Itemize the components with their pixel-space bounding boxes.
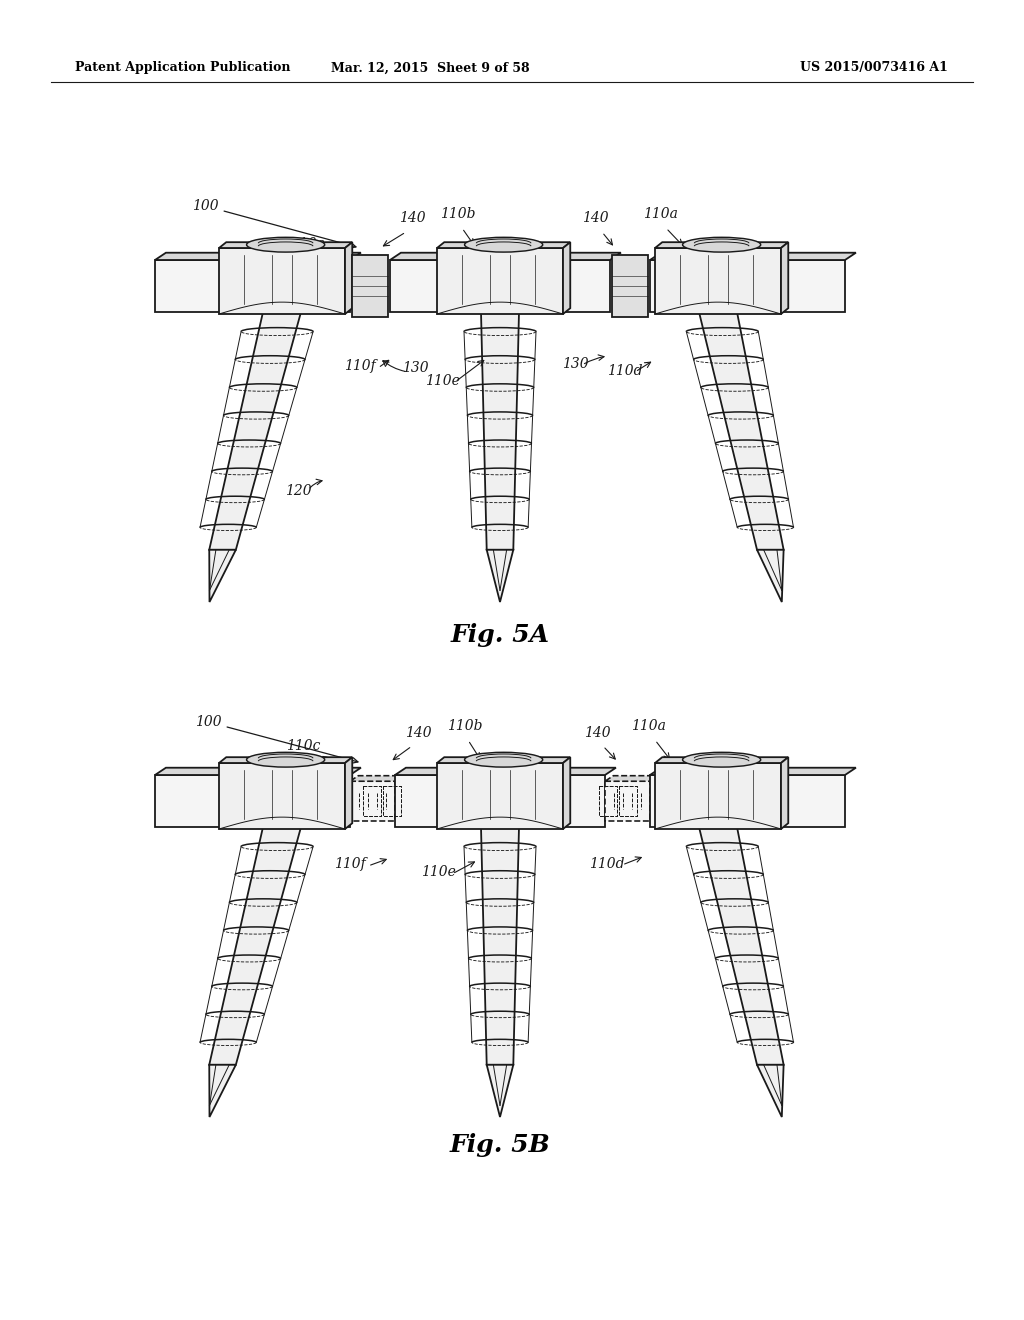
Polygon shape xyxy=(699,828,783,1065)
Polygon shape xyxy=(395,775,605,828)
Ellipse shape xyxy=(683,238,761,252)
Polygon shape xyxy=(345,758,352,829)
Polygon shape xyxy=(219,242,352,248)
Polygon shape xyxy=(345,242,352,314)
Text: 100: 100 xyxy=(193,199,356,248)
Polygon shape xyxy=(219,763,345,829)
Polygon shape xyxy=(219,758,352,763)
Polygon shape xyxy=(209,550,236,602)
Text: 100: 100 xyxy=(195,715,358,763)
Text: 110b: 110b xyxy=(440,207,476,220)
Text: 140: 140 xyxy=(404,726,431,741)
Polygon shape xyxy=(390,252,621,260)
Text: 140: 140 xyxy=(584,726,610,741)
Polygon shape xyxy=(655,248,781,314)
Polygon shape xyxy=(395,768,615,775)
Polygon shape xyxy=(209,1065,236,1117)
Polygon shape xyxy=(486,1065,513,1117)
Text: 110d: 110d xyxy=(589,857,625,871)
Polygon shape xyxy=(757,550,783,602)
Text: Mar. 12, 2015  Sheet 9 of 58: Mar. 12, 2015 Sheet 9 of 58 xyxy=(331,62,529,74)
Polygon shape xyxy=(650,768,856,775)
Polygon shape xyxy=(155,252,360,260)
Polygon shape xyxy=(481,312,519,550)
Polygon shape xyxy=(699,312,783,550)
Polygon shape xyxy=(781,758,788,829)
Polygon shape xyxy=(563,758,570,829)
Polygon shape xyxy=(352,255,388,317)
Polygon shape xyxy=(437,248,563,314)
Polygon shape xyxy=(655,763,781,829)
Ellipse shape xyxy=(247,752,325,767)
Ellipse shape xyxy=(683,752,761,767)
Polygon shape xyxy=(481,828,519,1065)
Polygon shape xyxy=(781,242,788,314)
Text: 110a: 110a xyxy=(643,207,678,220)
Text: 110c: 110c xyxy=(286,739,321,752)
Text: Patent Application Publication: Patent Application Publication xyxy=(75,62,291,74)
Text: US 2015/0073416 A1: US 2015/0073416 A1 xyxy=(800,62,948,74)
Text: 110f: 110f xyxy=(334,857,366,871)
Polygon shape xyxy=(605,776,658,781)
Text: 110c: 110c xyxy=(290,238,360,265)
Polygon shape xyxy=(605,781,650,821)
Text: 110d: 110d xyxy=(607,364,643,378)
Polygon shape xyxy=(650,775,845,828)
Polygon shape xyxy=(757,1065,783,1117)
Polygon shape xyxy=(437,763,563,829)
Polygon shape xyxy=(209,312,301,550)
Text: 120: 120 xyxy=(285,484,311,498)
Polygon shape xyxy=(437,242,570,248)
Text: 140: 140 xyxy=(398,211,425,224)
Text: 110e: 110e xyxy=(425,374,460,388)
Ellipse shape xyxy=(465,238,543,252)
Polygon shape xyxy=(350,776,403,781)
Polygon shape xyxy=(650,252,856,260)
Text: Fig. 5B: Fig. 5B xyxy=(450,1133,550,1158)
Polygon shape xyxy=(155,768,360,775)
Text: 110b: 110b xyxy=(447,719,482,733)
Polygon shape xyxy=(655,758,788,763)
Polygon shape xyxy=(390,260,610,312)
Polygon shape xyxy=(350,781,395,821)
Polygon shape xyxy=(155,775,350,828)
Text: 140: 140 xyxy=(582,211,608,224)
Text: Fig. 5A: Fig. 5A xyxy=(451,623,550,647)
Polygon shape xyxy=(209,828,301,1065)
Text: 110a: 110a xyxy=(631,719,666,733)
Polygon shape xyxy=(219,248,345,314)
Polygon shape xyxy=(563,242,570,314)
Polygon shape xyxy=(650,260,845,312)
Polygon shape xyxy=(612,255,648,317)
Text: 130: 130 xyxy=(401,360,428,375)
Ellipse shape xyxy=(465,752,543,767)
Text: 110f: 110f xyxy=(344,359,376,374)
Polygon shape xyxy=(155,260,350,312)
Polygon shape xyxy=(486,550,513,602)
Polygon shape xyxy=(655,242,788,248)
Ellipse shape xyxy=(247,238,325,252)
Polygon shape xyxy=(437,758,570,763)
Text: 110e: 110e xyxy=(421,865,456,879)
Text: 130: 130 xyxy=(562,356,589,371)
